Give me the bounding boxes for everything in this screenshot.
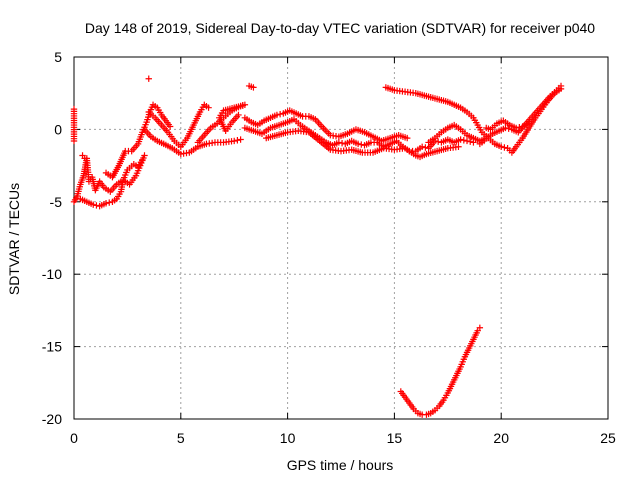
plot-frame: [73, 56, 609, 420]
x-tick-label: 20: [493, 430, 509, 446]
series-mid-upper: [241, 107, 411, 145]
x-axis-title: GPS time / hours: [287, 457, 394, 473]
data-point: [70, 137, 78, 145]
data-point: [525, 120, 533, 127]
y-tick-label: -20: [42, 411, 62, 427]
series-arc-a: [141, 126, 244, 158]
y-tick-label: 5: [54, 49, 62, 65]
data-point: [505, 125, 512, 132]
data-point: [467, 138, 474, 145]
series-mid-lower: [263, 127, 462, 161]
data-point: [250, 84, 257, 91]
data-point: [81, 155, 88, 162]
data-point: [498, 143, 505, 150]
data-point: [106, 199, 113, 206]
data-point: [205, 104, 212, 111]
data-point: [166, 123, 174, 130]
data-point: [273, 111, 281, 119]
x-tick-label: 15: [387, 430, 403, 446]
data-point: [235, 111, 242, 119]
data-point: [460, 137, 468, 144]
y-tick-label: -15: [42, 339, 62, 355]
data-point: [418, 143, 426, 150]
axis-ticks: [73, 56, 609, 420]
data-point: [90, 201, 97, 208]
series-late-high: [382, 84, 565, 156]
data-point: [237, 136, 244, 143]
x-tick-label: 0: [70, 430, 78, 446]
data-point: [455, 143, 462, 150]
data-point: [502, 124, 509, 132]
x-tick-label: 25: [600, 430, 616, 446]
y-tick-labels: -20 -15 -10 -5 0 5: [42, 49, 62, 427]
data-point: [476, 140, 484, 148]
series-arc-c: [194, 101, 249, 146]
series-late-mid: [425, 82, 565, 148]
series-left-rise: [102, 101, 174, 181]
data-point: [516, 124, 523, 131]
x-tick-label: 10: [280, 430, 296, 446]
data-point: [422, 144, 429, 151]
series-left-lower: [77, 156, 146, 210]
series-late-low: [483, 117, 533, 133]
data-point: [404, 134, 411, 142]
y-tick-label: -5: [50, 194, 63, 210]
data-points: [70, 75, 565, 418]
data-point: [501, 144, 508, 151]
data-point: [276, 110, 284, 118]
x-tick-labels: 0 5 10 15 20 25: [70, 430, 616, 446]
data-point: [476, 324, 484, 331]
data-point: [358, 141, 365, 148]
data-point: [457, 136, 464, 143]
data-point: [102, 200, 110, 207]
x-tick-label: 5: [177, 430, 185, 446]
data-point: [512, 124, 520, 132]
series-early-isolated: [79, 75, 257, 162]
y-axis-title: SDTVAR / TECUs: [6, 183, 22, 295]
series-left-start: [70, 105, 148, 205]
data-point: [234, 137, 241, 144]
y-tick-label: -10: [42, 266, 62, 282]
data-point: [463, 137, 471, 145]
series-arc-b: [145, 101, 212, 150]
chart-title: Day 148 of 2019, Sidereal Day-to-day VTE…: [85, 20, 595, 36]
data-point: [434, 138, 442, 145]
data-point: [93, 202, 100, 209]
data-point: [141, 152, 148, 159]
data-point: [139, 156, 146, 164]
data-point: [557, 82, 565, 90]
data-point: [354, 140, 362, 148]
data-point: [231, 137, 238, 145]
data-point: [338, 139, 346, 147]
data-point: [335, 139, 343, 146]
data-point: [145, 75, 152, 82]
series-deep-dip: [397, 324, 484, 418]
y-tick-label: 0: [54, 121, 62, 137]
